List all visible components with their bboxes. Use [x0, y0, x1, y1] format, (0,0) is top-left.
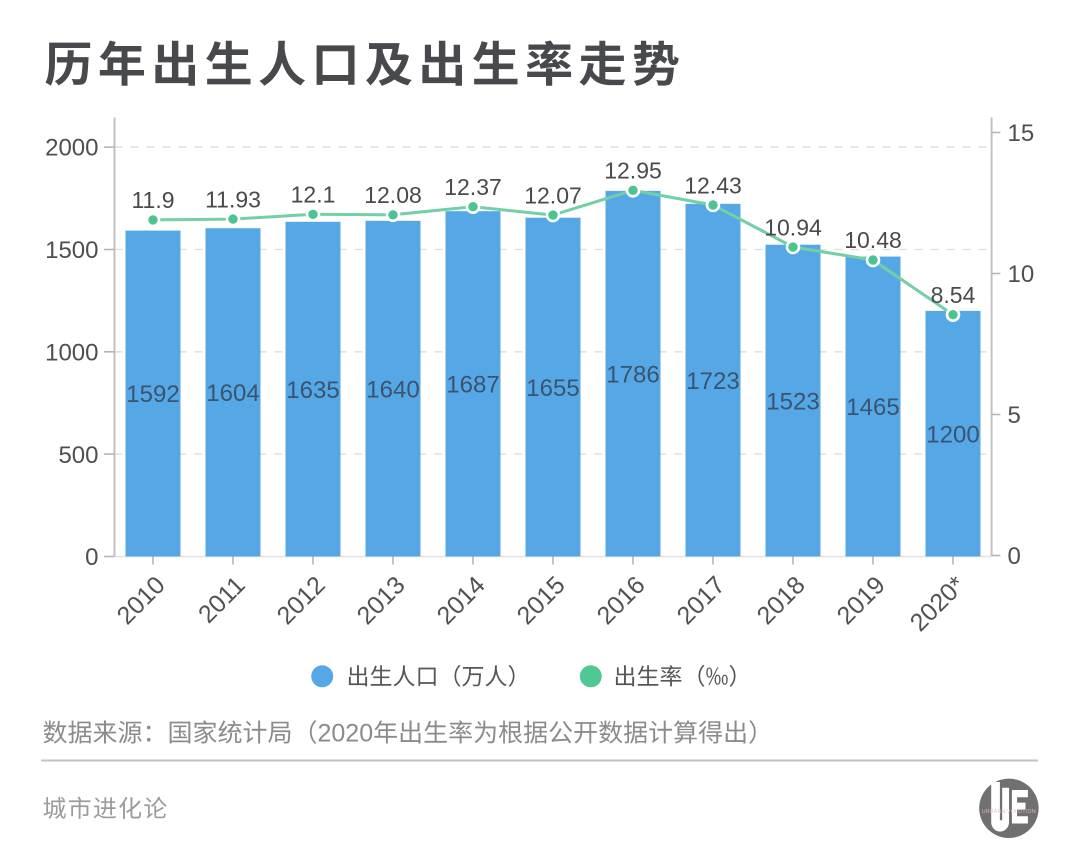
svg-text:15: 15: [1008, 120, 1035, 147]
svg-text:URBAN EVOLUTION: URBAN EVOLUTION: [982, 809, 1036, 815]
svg-text:1465: 1465: [846, 394, 899, 421]
svg-text:12.95: 12.95: [604, 158, 662, 184]
svg-text:11.9: 11.9: [131, 187, 174, 213]
svg-text:1523: 1523: [766, 388, 819, 415]
svg-text:0: 0: [85, 544, 98, 571]
svg-text:5: 5: [1008, 402, 1021, 429]
svg-text:2000: 2000: [45, 135, 98, 162]
svg-text:1592: 1592: [126, 381, 179, 408]
svg-text:0: 0: [1008, 543, 1021, 570]
svg-text:12.07: 12.07: [524, 182, 582, 208]
svg-text:12.1: 12.1: [291, 182, 336, 208]
svg-text:1655: 1655: [526, 375, 579, 402]
svg-text:1200: 1200: [926, 421, 979, 448]
svg-text:1786: 1786: [606, 361, 659, 388]
svg-text:1723: 1723: [686, 368, 739, 395]
svg-text:11.93: 11.93: [205, 186, 261, 212]
svg-text:12.43: 12.43: [684, 172, 742, 198]
svg-text:1604: 1604: [206, 380, 259, 407]
svg-text:12.08: 12.08: [364, 182, 422, 208]
svg-text:2020: 2020: [318, 720, 374, 748]
svg-text:1635: 1635: [286, 377, 339, 404]
svg-text:10: 10: [1008, 261, 1035, 288]
svg-text:1640: 1640: [366, 376, 419, 403]
svg-text:12.37: 12.37: [444, 174, 502, 200]
svg-text:10.48: 10.48: [844, 227, 902, 253]
svg-text:8.54: 8.54: [931, 282, 976, 308]
svg-text:1687: 1687: [446, 372, 499, 399]
svg-text:1000: 1000: [45, 339, 98, 366]
svg-text:10.94: 10.94: [764, 214, 822, 240]
svg-text:1500: 1500: [45, 237, 98, 264]
svg-text:500: 500: [58, 442, 98, 469]
